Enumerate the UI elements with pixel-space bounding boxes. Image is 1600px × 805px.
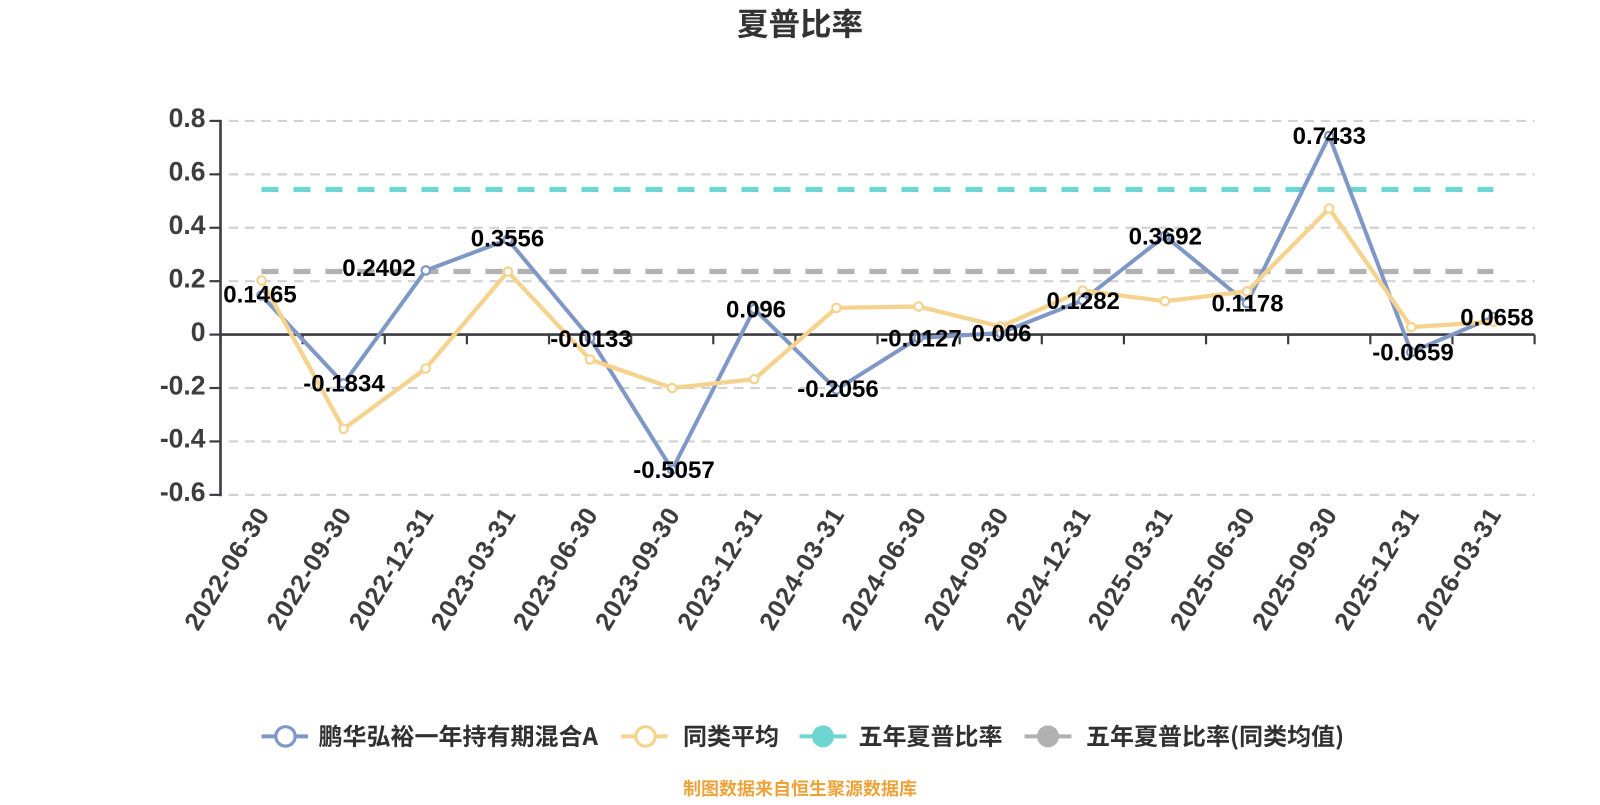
svg-text:-0.0659: -0.0659: [1372, 340, 1453, 367]
svg-text:0.8: 0.8: [169, 103, 206, 133]
svg-text:-0.2: -0.2: [160, 370, 206, 400]
svg-text:-0.1834: -0.1834: [303, 371, 385, 398]
svg-text:-0.0133: -0.0133: [550, 326, 631, 353]
svg-text:0.6: 0.6: [169, 157, 206, 187]
svg-text:0.1465: 0.1465: [223, 282, 296, 309]
svg-text:0.3556: 0.3556: [471, 226, 544, 253]
svg-text:-0.4: -0.4: [160, 424, 206, 454]
svg-text:0.006: 0.006: [971, 321, 1031, 348]
svg-text:0.3692: 0.3692: [1129, 224, 1202, 251]
svg-text:-0.6: -0.6: [160, 477, 206, 507]
svg-text:-0.0127: -0.0127: [880, 326, 961, 353]
svg-text:-0.2056: -0.2056: [797, 376, 878, 403]
svg-text:0: 0: [191, 317, 206, 347]
svg-text:0.2: 0.2: [169, 264, 206, 294]
svg-text:-0.5057: -0.5057: [633, 457, 714, 484]
svg-text:0.0658: 0.0658: [1460, 305, 1533, 332]
svg-text:0.7433: 0.7433: [1293, 123, 1366, 150]
svg-text:0.4: 0.4: [169, 210, 206, 240]
svg-text:0.096: 0.096: [726, 297, 786, 324]
svg-text:0.1282: 0.1282: [1046, 288, 1119, 315]
svg-text:0.1178: 0.1178: [1211, 291, 1283, 318]
svg-text:0.2402: 0.2402: [342, 255, 415, 282]
